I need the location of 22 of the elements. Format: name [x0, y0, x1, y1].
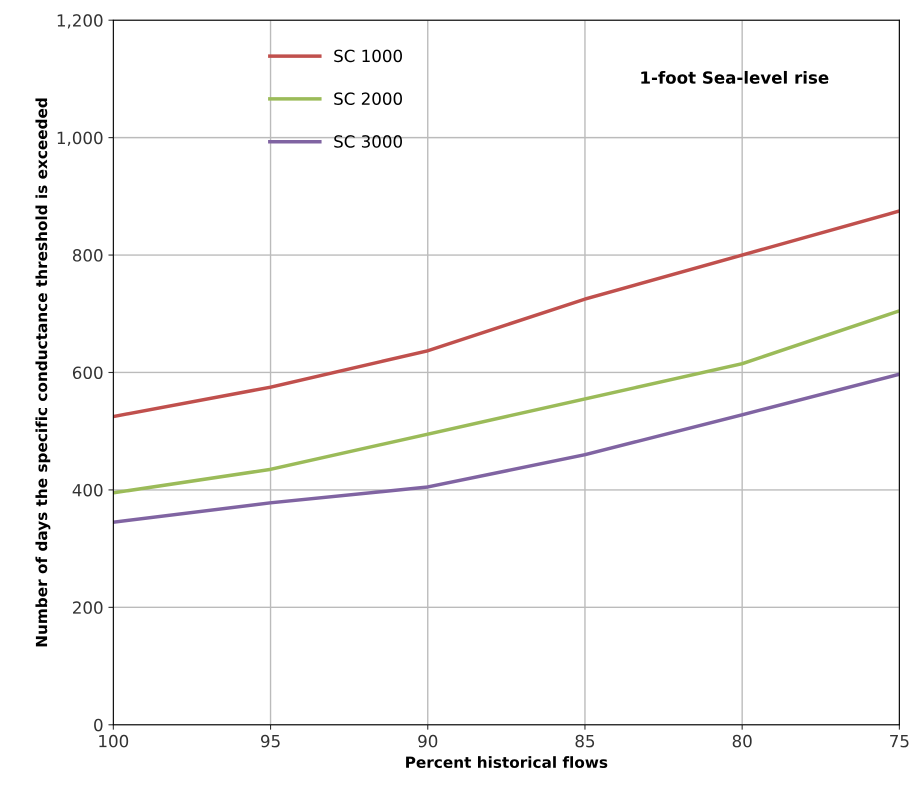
x-tick-label: 95	[260, 734, 280, 748]
y-tick-label: 1,200	[58, 14, 103, 28]
x-axis-title: Percent historical flows	[406, 756, 608, 768]
x-tick-label: 85	[575, 734, 594, 748]
y-axis-title: Number of days the specific conductance threshold is exceeded	[35, 98, 50, 646]
annotation: 1-foot Sea-level rise	[641, 70, 828, 84]
x-tick-label: 100	[99, 734, 128, 748]
y-tick-label: 600	[72, 366, 103, 380]
y-tick-label: 200	[73, 601, 103, 614]
x-tick-label: 90	[418, 734, 438, 748]
line-series	[113, 309, 900, 495]
y-tick-label: 1,000	[58, 132, 103, 146]
legend-label: SC 3000	[334, 135, 402, 148]
legend-label: SC 1000	[334, 50, 402, 62]
y-tick-label: 0	[94, 718, 103, 732]
line-series	[113, 372, 900, 524]
legend-label: SC 2000	[334, 92, 402, 105]
x-tick-label: 80	[732, 734, 752, 748]
y-tick-label: 400	[72, 484, 103, 496]
y-tick-label: 800	[72, 249, 103, 262]
line-series	[113, 209, 900, 418]
x-tick-label: 75	[890, 735, 909, 748]
